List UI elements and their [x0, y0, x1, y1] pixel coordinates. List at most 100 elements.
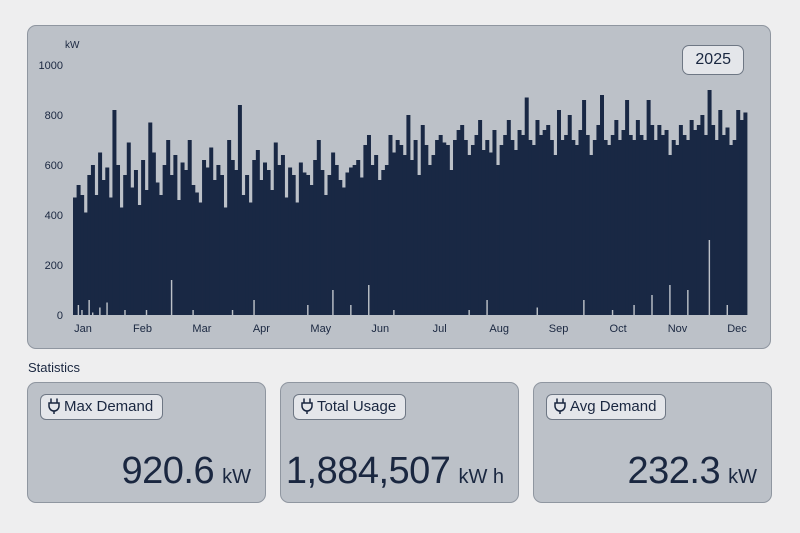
demand-bar	[463, 140, 468, 315]
min-demand-gap	[726, 305, 728, 315]
demand-bar	[660, 135, 665, 315]
min-demand-gap	[99, 307, 101, 315]
x-tick-label: Jan	[74, 323, 92, 335]
demand-bar	[610, 135, 615, 315]
y-axis-unit-label: kW	[65, 40, 80, 51]
demand-bar-chart: 0 200 400 600 800 1000 Jan Feb Mar Apr May Jun Jul A…	[39, 60, 748, 335]
demand-bar	[395, 140, 400, 315]
demand-bar	[470, 145, 475, 315]
demand-bar	[743, 112, 748, 315]
demand-bar	[191, 185, 196, 315]
total-usage-value-group: 1,884,507 kW h	[286, 450, 504, 493]
demand-bar	[442, 142, 447, 315]
demand-bar	[503, 135, 508, 315]
demand-bar	[556, 110, 561, 315]
demand-bar	[492, 130, 497, 315]
demand-bar	[639, 135, 644, 315]
y-tick-label: 0	[57, 310, 63, 322]
demand-bar	[327, 175, 332, 315]
statistics-heading: Statistics	[28, 360, 81, 375]
demand-bar	[592, 140, 597, 315]
min-demand-gap	[350, 305, 352, 315]
demand-bar	[151, 152, 156, 315]
demand-bar	[542, 130, 547, 315]
demand-bar	[539, 135, 544, 315]
total-usage-unit: kW h	[458, 466, 504, 488]
min-demand-gap	[332, 290, 334, 315]
demand-bar	[474, 135, 479, 315]
demand-bar	[334, 165, 339, 315]
total-usage-value: 1,884,507	[285, 450, 451, 492]
min-demand-gap	[92, 312, 94, 315]
demand-bar	[90, 165, 95, 315]
x-tick-label: Nov	[668, 323, 688, 335]
demand-bar	[266, 170, 271, 315]
demand-bar	[173, 155, 178, 315]
demand-bar	[184, 170, 189, 315]
total-usage-card: Total Usage 1,884,507 kW h	[280, 382, 519, 503]
demand-bar	[341, 187, 346, 315]
demand-bar	[331, 152, 336, 315]
demand-bar	[291, 175, 296, 315]
demand-bar	[230, 160, 235, 315]
demand-bar	[488, 152, 493, 315]
demand-bar	[388, 135, 393, 315]
min-demand-gap	[611, 310, 614, 315]
demand-bar	[574, 145, 579, 315]
total-usage-label-chip[interactable]: Total Usage	[293, 394, 407, 420]
avg-demand-label-chip[interactable]: Avg Demand	[546, 394, 667, 420]
demand-bar	[166, 140, 171, 315]
avg-demand-unit: kW	[728, 466, 757, 488]
demand-bar	[449, 170, 454, 315]
min-demand-gap	[536, 307, 538, 315]
demand-bar	[696, 125, 701, 315]
demand-bar	[729, 145, 734, 315]
min-demand-gap	[253, 300, 255, 315]
demand-bar	[689, 120, 694, 315]
plug-icon	[301, 398, 313, 415]
demand-bar	[435, 140, 440, 315]
demand-bar	[352, 165, 357, 315]
demand-bar	[101, 180, 106, 315]
demand-bar	[302, 172, 307, 315]
demand-bar	[176, 200, 181, 315]
demand-bar	[632, 140, 637, 315]
year-selector-button[interactable]: 2025	[682, 45, 744, 75]
min-demand-gap	[468, 310, 470, 315]
demand-bar	[245, 175, 250, 315]
min-demand-gap	[368, 285, 370, 315]
demand-bar	[280, 155, 285, 315]
x-tick-label: Oct	[610, 323, 627, 335]
min-demand-gap	[687, 290, 689, 315]
x-tick-label: Mar	[192, 323, 211, 335]
demand-bar	[187, 140, 192, 315]
x-tick-label: Jun	[371, 323, 389, 335]
demand-bar	[513, 150, 518, 315]
plug-icon	[48, 398, 60, 415]
demand-bar	[553, 155, 558, 315]
min-demand-gap	[583, 300, 585, 315]
demand-bar	[467, 155, 472, 315]
min-demand-gap	[633, 305, 635, 315]
max-demand-label-chip[interactable]: Max Demand	[40, 394, 164, 420]
avg-demand-label: Avg Demand	[570, 398, 657, 415]
demand-bar	[424, 145, 429, 315]
demand-bar	[202, 160, 207, 315]
demand-bar	[650, 125, 655, 315]
max-demand-label: Max Demand	[64, 398, 154, 415]
demand-bar	[316, 140, 321, 315]
demand-bar	[309, 185, 314, 315]
demand-bar	[241, 195, 246, 315]
demand-bar	[155, 182, 160, 315]
demand-bar	[263, 162, 267, 315]
demand-bar	[528, 140, 533, 315]
y-tick-label: 800	[45, 110, 63, 122]
demand-bar	[420, 125, 425, 315]
demand-bar	[133, 170, 138, 315]
min-demand-gap	[81, 310, 83, 315]
demand-bar	[678, 125, 683, 315]
min-demand-gap	[486, 300, 488, 315]
demand-bar	[628, 135, 633, 315]
demand-bar	[359, 177, 364, 315]
demand-bar	[668, 155, 673, 315]
